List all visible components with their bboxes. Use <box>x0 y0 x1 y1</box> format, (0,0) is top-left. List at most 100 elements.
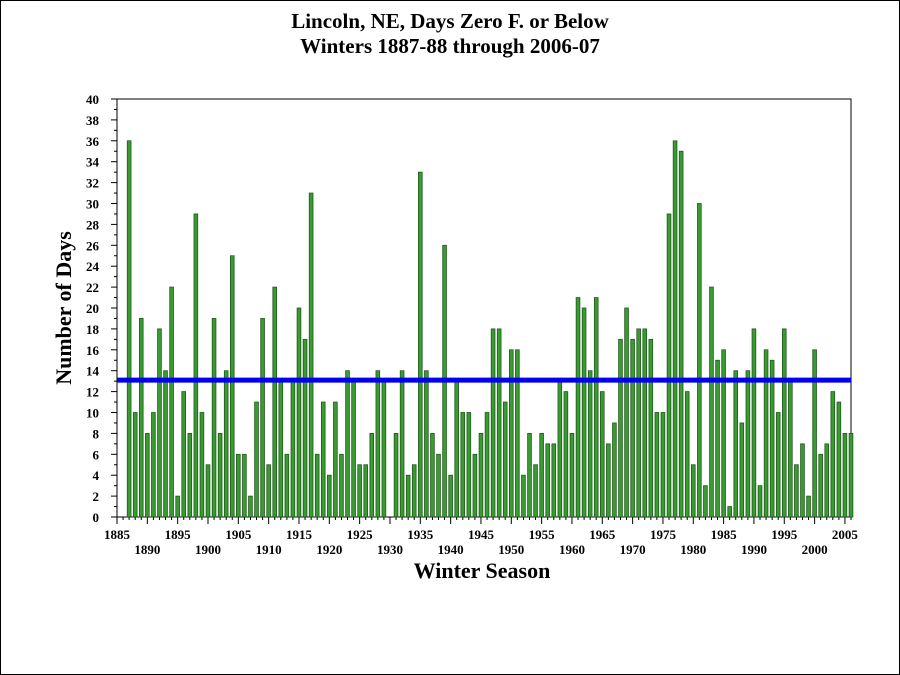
bar-1981 <box>697 203 702 518</box>
x-tick-label: 1990 <box>741 542 767 557</box>
bar-1904 <box>229 255 235 518</box>
x-tick-label: 1895 <box>165 527 192 542</box>
bar-1893 <box>163 370 168 518</box>
y-axis-title: Number of Days <box>51 231 76 385</box>
bar-1993 <box>769 359 775 518</box>
bar-1997 <box>794 464 799 518</box>
bar-1966 <box>606 443 611 518</box>
x-tick-label: 1950 <box>498 542 524 557</box>
bar-1933 <box>405 474 411 518</box>
x-axis: 1885 1895 1905 1915 1925 1935 1945 1955 1965 1975… <box>104 517 858 557</box>
bar-1963 <box>587 370 593 518</box>
chart-title-line2: Winters 1887-88 through 2006-07 <box>300 34 600 58</box>
bar-2006 <box>848 432 854 518</box>
bar-1979 <box>684 391 690 518</box>
bar-1982 <box>703 485 708 518</box>
bar-1996 <box>788 380 793 518</box>
x-tick-label: 1985 <box>711 527 738 542</box>
bar-1943 <box>466 412 472 518</box>
x-tick-label: 1905 <box>225 527 252 542</box>
x-tick-label: 1935 <box>407 527 434 542</box>
bar-1955 <box>539 432 544 518</box>
bar-1951 <box>515 349 520 518</box>
bar-1894 <box>169 286 174 518</box>
y-tick-label: 28 <box>86 217 100 232</box>
bar-1942 <box>460 412 466 518</box>
x-tick-label: 1955 <box>529 527 556 542</box>
y-tick-label: 36 <box>86 134 100 149</box>
bar-1968 <box>618 338 623 518</box>
bar-1940 <box>448 474 453 518</box>
bar-2004 <box>836 401 842 518</box>
bar-1976 <box>666 213 672 518</box>
bar-1912 <box>278 380 284 518</box>
bar-1990 <box>751 328 757 518</box>
bar-1927 <box>369 432 375 518</box>
bar-1897 <box>187 432 193 518</box>
chart-title-line1: Lincoln, NE, Days Zero F. or Below <box>291 9 609 33</box>
plot-area <box>116 98 852 518</box>
bar-1986 <box>727 506 732 518</box>
bar-1915 <box>296 307 302 518</box>
bar-1918 <box>314 453 320 518</box>
x-tick-label: 1970 <box>620 542 646 557</box>
bar-1969 <box>624 307 629 518</box>
y-tick-label: 12 <box>86 385 99 400</box>
bar-1906 <box>242 453 247 518</box>
bar-1984 <box>715 359 720 518</box>
bar-1923 <box>345 370 350 518</box>
bar-1911 <box>272 286 277 518</box>
x-tick-label: 2000 <box>802 542 828 557</box>
bar-1995 <box>781 328 787 518</box>
x-tick-label: 1915 <box>286 527 313 542</box>
bar-1992 <box>763 349 769 518</box>
bar-1934 <box>411 464 417 518</box>
bar-1887 <box>126 140 132 518</box>
bar-1959 <box>563 391 569 518</box>
bar-1957 <box>551 443 557 518</box>
bar-1985 <box>721 349 726 518</box>
bar-1899 <box>199 412 205 518</box>
bar-1952 <box>521 474 526 518</box>
x-tick-label: 1980 <box>680 542 706 557</box>
x-tick-label: 1910 <box>256 542 282 557</box>
bar-1907 <box>248 495 253 518</box>
bar-1924 <box>351 380 356 518</box>
bar-1937 <box>430 432 435 518</box>
bar-1891 <box>151 412 156 518</box>
bar-2000 <box>812 349 817 518</box>
x-tick-label: 1920 <box>316 542 342 557</box>
x-tick-label: 2005 <box>832 527 859 542</box>
bar-1889 <box>138 318 144 518</box>
bar-1965 <box>600 391 605 518</box>
bar-1938 <box>436 453 441 518</box>
bar-1967 <box>612 422 617 518</box>
bar-1903 <box>223 370 229 518</box>
bar-1953 <box>527 432 532 518</box>
bar-1989 <box>745 370 751 518</box>
bar-1991 <box>757 485 763 518</box>
bar-1973 <box>648 338 654 518</box>
bar-1928 <box>375 370 381 518</box>
bar-1898 <box>193 213 199 518</box>
y-tick-label: 24 <box>86 259 100 274</box>
bar-1931 <box>393 432 399 518</box>
x-tick-label: 1885 <box>104 527 131 542</box>
bar-1946 <box>484 412 490 518</box>
x-axis-title: Winter Season <box>414 558 551 583</box>
bar-1978 <box>678 150 684 518</box>
x-tick-label: 1900 <box>195 542 221 557</box>
bar-1896 <box>181 391 187 518</box>
x-tick-label: 1975 <box>650 527 677 542</box>
bar-1902 <box>217 432 223 518</box>
bar-1958 <box>557 380 563 518</box>
x-tick-label: 1925 <box>347 527 374 542</box>
bar-1998 <box>800 443 805 518</box>
y-tick-label: 2 <box>93 489 100 504</box>
y-tick-label: 30 <box>86 197 99 212</box>
bar-1999 <box>806 495 811 518</box>
bar-1948 <box>496 328 502 518</box>
x-tick-label: 1995 <box>771 527 798 542</box>
bar-1888 <box>132 412 138 518</box>
